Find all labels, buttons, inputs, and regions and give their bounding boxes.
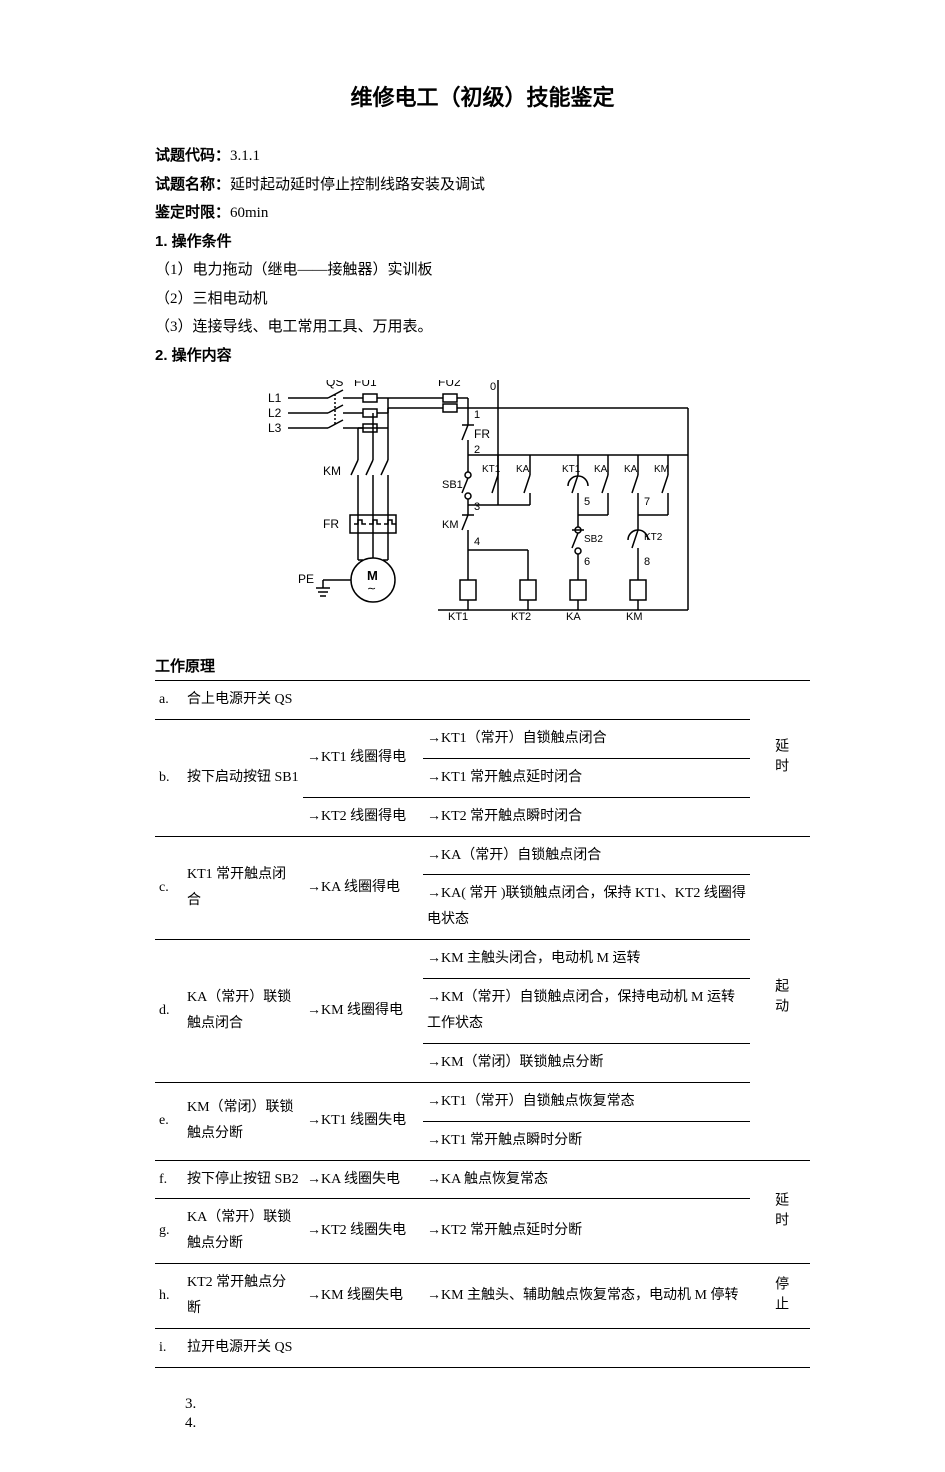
lbl-fr-main: FR	[323, 517, 339, 531]
cell-b-c4-3: →KT2 常开触点瞬时闭合	[423, 797, 750, 836]
circuit-diagram: L1 L2 L3 QS FU1	[155, 380, 810, 625]
cell-b-c2: 按下启动按钮 SB1	[183, 719, 303, 836]
lbl-n1: 1	[474, 409, 480, 421]
lbl-n6: 6	[584, 556, 590, 568]
lbl-n2: 2	[474, 444, 480, 456]
cell-d-lbl: d.	[155, 940, 183, 1083]
lbl-pe: PE	[298, 572, 314, 586]
lbl-n4: 4	[474, 536, 480, 548]
condition-3: （3）连接导线、电工常用工具、万用表。	[155, 313, 810, 342]
side-empty	[750, 1329, 810, 1368]
cell-a-lbl: a.	[155, 681, 183, 720]
lbl-sb2: SB2	[584, 534, 603, 545]
meta-code: 试题代码：3.1.1	[155, 142, 810, 171]
condition-1: （1）电力拖动（继电――接触器）实训板	[155, 256, 810, 285]
lbl-l1: L1	[268, 391, 282, 405]
cell-f-lbl: f.	[155, 1160, 183, 1199]
lbl-fu1: FU1	[354, 380, 377, 389]
cell-g-c4: →KT2 常开触点延时分断	[423, 1199, 750, 1264]
cell-d-c3: →KM 线圈得电	[303, 940, 423, 1083]
cell-c-c2: KT1 常开触点闭合	[183, 836, 303, 940]
lbl-km-no: KM	[654, 464, 669, 475]
side-delay: 延时	[750, 681, 810, 837]
cell-b-c3-2: →KT2 线圈得电	[303, 797, 423, 836]
lbl-kt2-delay: KT2	[644, 532, 663, 543]
lbl-n7: 7	[644, 496, 650, 508]
cell-d-c4-2: →KM（常开）自锁触点闭合，保持电动机 M 运转工作状态	[423, 979, 750, 1044]
meta-name: 试题名称：延时起动延时停止控制线路安装及调试	[155, 171, 810, 200]
seq-3: 3.	[185, 1396, 810, 1413]
svg-text:∼: ∼	[367, 583, 376, 595]
section-conditions: 1. 操作条件	[155, 228, 810, 257]
side-stop: 停止	[750, 1264, 810, 1329]
lbl-km-main: KM	[323, 464, 341, 478]
cell-i-text: 拉开电源开关 QS	[183, 1329, 750, 1368]
lbl-n3: 3	[474, 501, 480, 513]
principle-table: a. 合上电源开关 QS 延时 b. 按下启动按钮 SB1 →KT1 线圈得电 …	[155, 680, 810, 1368]
cell-f-c2: 按下停止按钮 SB2	[183, 1160, 303, 1199]
lbl-fu2: FU2	[438, 380, 461, 389]
cell-b-c4-1: →KT1（常开）自锁触点闭合	[423, 719, 750, 758]
side-delay2: 延时	[750, 1160, 810, 1264]
side-start: 起动	[750, 836, 810, 1160]
cell-g-c3: →KT2 线圈失电	[303, 1199, 423, 1264]
cell-d-c2: KA（常开）联锁触点闭合	[183, 940, 303, 1083]
time-value: 60min	[230, 205, 268, 221]
code-label: 试题代码：	[155, 147, 230, 164]
lbl-kt1-coil: KT1	[448, 611, 468, 623]
name-value: 延时起动延时停止控制线路安装及调试	[230, 177, 485, 193]
cell-f-c3: →KA 线圈失电	[303, 1160, 423, 1199]
cell-b-c3-1: →KT1 线圈得电	[303, 719, 423, 797]
cell-g-c2: KA（常开）联锁触点分断	[183, 1199, 303, 1264]
lbl-n0: 0	[490, 381, 496, 393]
cell-e-c3: →KT1 线圈失电	[303, 1082, 423, 1160]
meta-time: 鉴定时限：60min	[155, 199, 810, 228]
condition-2: （2）三相电动机	[155, 285, 810, 314]
lbl-qs: QS	[326, 380, 343, 389]
lbl-l2: L2	[268, 406, 282, 420]
page-title: 维修电工（初级）技能鉴定	[155, 80, 810, 112]
cell-f-c4: →KA 触点恢复常态	[423, 1160, 750, 1199]
lbl-kt1-no: KT1	[482, 464, 501, 475]
cell-c-lbl: c.	[155, 836, 183, 940]
lbl-ka-no3: KA	[624, 464, 638, 475]
cell-c-c3: →KA 线圈得电	[303, 836, 423, 940]
lbl-sb1: SB1	[442, 479, 463, 491]
seq-4: 4.	[185, 1415, 810, 1432]
lbl-m: M	[367, 568, 378, 583]
lbl-kt1-delay: KT1	[562, 464, 581, 475]
lbl-n5: 5	[584, 496, 590, 508]
lbl-km-nc: KM	[442, 519, 459, 531]
lbl-kt2-coil: KT2	[511, 611, 531, 623]
lbl-fr-ctrl: FR	[474, 427, 490, 441]
cell-d-c4-3: →KM（常闭）联锁触点分断	[423, 1043, 750, 1082]
cell-h-c3: →KM 线圈失电	[303, 1264, 423, 1329]
lbl-ka-no1: KA	[516, 464, 530, 475]
code-value: 3.1.1	[230, 148, 260, 164]
cell-e-c4-1: →KT1（常开）自锁触点恢复常态	[423, 1082, 750, 1121]
name-label: 试题名称：	[155, 176, 230, 193]
cell-c-c4-2: →KA( 常开 )联锁触点闭合，保持 KT1、KT2 线圈得电状态	[423, 875, 750, 940]
lbl-l3: L3	[268, 421, 282, 435]
cell-h-lbl: h.	[155, 1264, 183, 1329]
cell-d-c4-1: →KM 主触头闭合，电动机 M 运转	[423, 940, 750, 979]
cell-e-c2: KM（常闭）联锁触点分断	[183, 1082, 303, 1160]
cell-g-lbl: g.	[155, 1199, 183, 1264]
cell-b-lbl: b.	[155, 719, 183, 836]
cell-i-lbl: i.	[155, 1329, 183, 1368]
lbl-ka-no2: KA	[594, 464, 608, 475]
principle-caption: 工作原理	[155, 655, 810, 676]
lbl-ka-coil: KA	[566, 611, 581, 623]
cell-h-c4: →KM 主触头、辅助触点恢复常态，电动机 M 停转	[423, 1264, 750, 1329]
lbl-n8: 8	[644, 556, 650, 568]
lbl-km-coil: KM	[626, 611, 643, 623]
cell-e-c4-2: →KT1 常开触点瞬时分断	[423, 1121, 750, 1160]
time-label: 鉴定时限：	[155, 204, 230, 221]
cell-h-c2: KT2 常开触点分断	[183, 1264, 303, 1329]
section-content: 2. 操作内容	[155, 342, 810, 371]
cell-e-lbl: e.	[155, 1082, 183, 1160]
cell-a-text: 合上电源开关 QS	[183, 681, 750, 720]
cell-c-c4-1: →KA（常开）自锁触点闭合	[423, 836, 750, 875]
cell-b-c4-2: →KT1 常开触点延时闭合	[423, 758, 750, 797]
